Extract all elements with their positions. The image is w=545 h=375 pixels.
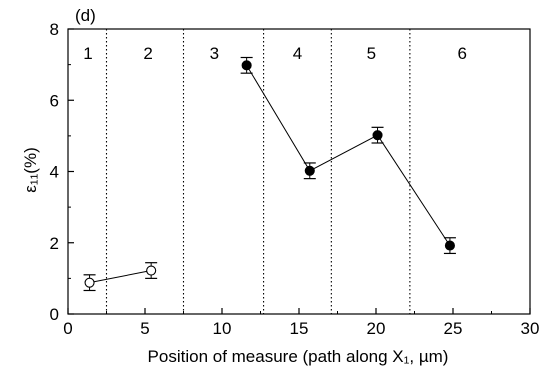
x-tick-label: 25	[444, 319, 463, 338]
filled-point	[444, 240, 455, 251]
region-label: 5	[367, 44, 376, 63]
x-tick-label: 30	[521, 319, 540, 338]
filled-point	[304, 165, 315, 176]
y-axis-label: ε₁₁(%)	[21, 147, 40, 193]
series-line	[89, 270, 152, 284]
data-series	[83, 56, 456, 292]
x-tick-label: 15	[290, 319, 309, 338]
y-tick-label: 2	[50, 234, 59, 253]
x-tick-label: 20	[367, 319, 386, 338]
region-label: 3	[210, 44, 219, 63]
region-label: 4	[293, 44, 302, 63]
y-tick-label: 0	[50, 305, 59, 324]
y-tick-label: 6	[50, 91, 59, 110]
region-dividers: 1 2 3 4 5 6	[83, 29, 467, 314]
filled-point	[241, 60, 252, 71]
panel-label: (d)	[75, 6, 96, 25]
region-label: 2	[143, 44, 152, 63]
x-tick-label: 0	[63, 319, 72, 338]
series-line	[246, 65, 451, 246]
open-point	[146, 265, 157, 276]
plot-frame	[67, 28, 531, 315]
region-label: 6	[458, 44, 467, 63]
open-point	[84, 277, 95, 288]
x-axis-label: Position of measure (path along X₁, µm)	[148, 347, 449, 366]
region-label: 1	[83, 44, 92, 63]
x-tick-label: 10	[213, 319, 232, 338]
x-tick-label: 5	[140, 319, 149, 338]
filled-point	[372, 130, 383, 141]
y-tick-label: 4	[50, 163, 59, 182]
y-tick-label: 8	[50, 20, 59, 39]
